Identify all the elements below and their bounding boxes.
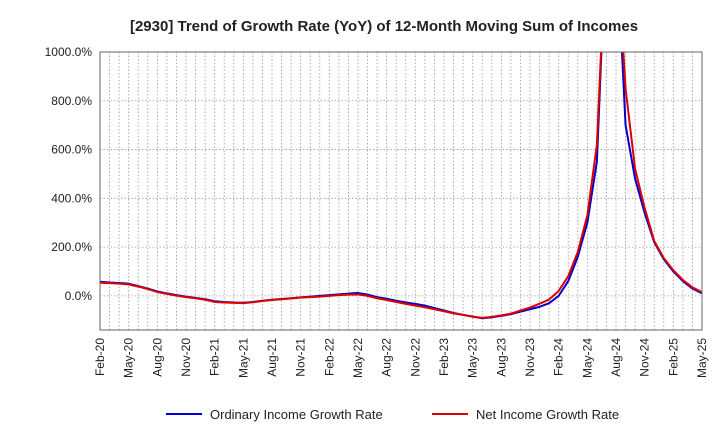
x-tick-label: Nov-20 <box>179 338 193 377</box>
x-tick-label: Feb-20 <box>93 338 107 376</box>
x-tick-label: Aug-21 <box>265 338 279 377</box>
legend-label-2: Net Income Growth Rate <box>476 407 619 422</box>
x-tick-label: Nov-24 <box>638 338 652 377</box>
x-tick-label: May-25 <box>695 338 709 378</box>
series-line-1 <box>100 52 702 320</box>
x-tick-label: Aug-24 <box>609 338 623 377</box>
legend: Ordinary Income Growth Rate Net Income Gr… <box>166 407 619 422</box>
x-tick-label: Feb-22 <box>322 338 336 376</box>
y-tick-label: 0.0% <box>65 289 93 303</box>
x-tick-label: Nov-21 <box>294 338 308 377</box>
x-tick-label: Feb-25 <box>666 338 680 376</box>
y-tick-label: 600.0% <box>51 143 92 157</box>
chart-title: [2930] Trend of Growth Rate (YoY) of 12-… <box>130 18 638 35</box>
x-tick-label: May-23 <box>466 338 480 378</box>
y-tick-label: 400.0% <box>51 191 92 205</box>
plot-frame <box>99 51 703 331</box>
grid-layer <box>99 51 703 330</box>
legend-label-1: Ordinary Income Growth Rate <box>210 407 383 422</box>
x-tick-label: May-24 <box>580 338 594 378</box>
x-tick-label: Nov-23 <box>523 338 537 377</box>
x-tick-label: Feb-24 <box>552 338 566 376</box>
series-line-2 <box>100 52 702 319</box>
y-tick-label: 800.0% <box>51 94 92 108</box>
x-tick-labels: Feb-20 May-20 Aug-20 Nov-20 Feb-21 May-21 Aug-… <box>93 338 709 378</box>
x-tick-label: Feb-21 <box>208 338 222 376</box>
x-tick-label: May-22 <box>351 338 365 378</box>
x-tick-label: Nov-22 <box>408 338 422 377</box>
series-layer <box>100 52 702 320</box>
x-tick-label: May-20 <box>122 338 136 378</box>
x-tick-label: May-21 <box>236 338 250 378</box>
x-tick-label: Aug-23 <box>494 338 508 377</box>
y-tick-label: 1000.0% <box>45 45 93 59</box>
y-tick-labels: 0.0% 200.0% 400.0% 600.0% 800.0% 1000.0% <box>45 45 93 303</box>
y-tick-label: 200.0% <box>51 240 92 254</box>
x-tick-label: Aug-22 <box>380 338 394 377</box>
x-tick-label: Aug-20 <box>150 338 164 377</box>
x-tick-label: Feb-23 <box>437 338 451 376</box>
